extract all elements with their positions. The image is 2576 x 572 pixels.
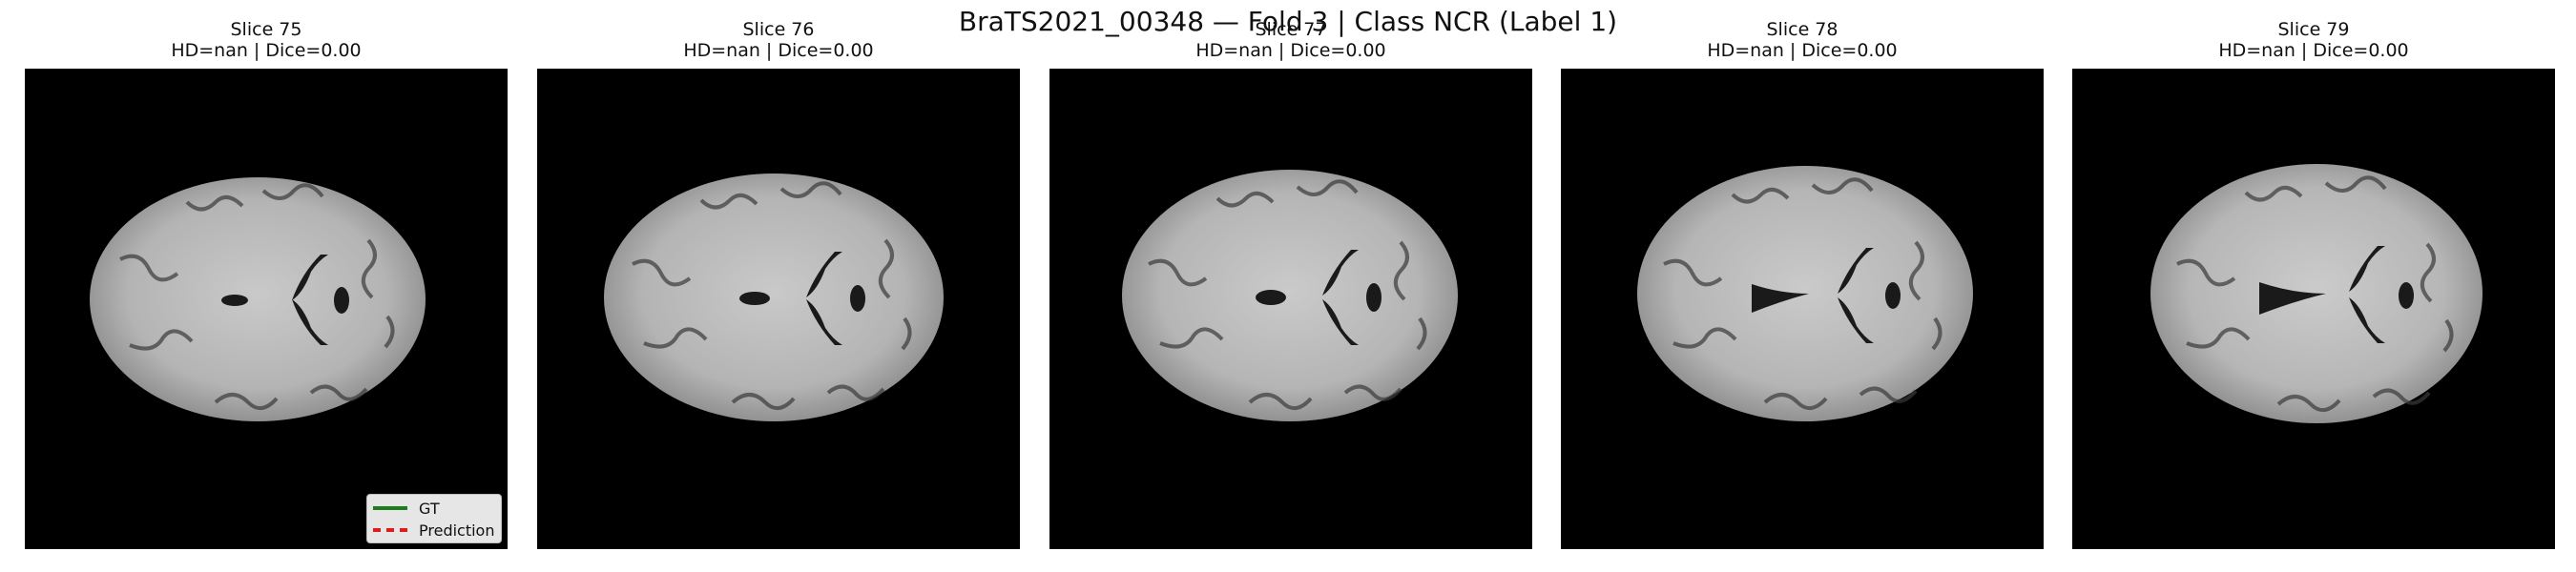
sulci xyxy=(632,181,912,410)
panel-title: Slice 78 HD=nan | Dice=0.00 xyxy=(1561,19,2044,61)
brain-tissue xyxy=(90,177,426,421)
metrics-label: HD=nan | Dice=0.00 xyxy=(683,40,874,61)
slice-label: Slice 78 xyxy=(1766,19,1839,40)
sulci xyxy=(1148,179,1427,410)
sulci xyxy=(2176,175,2454,412)
panel-title: Slice 79 HD=nan | Dice=0.00 xyxy=(2072,19,2555,61)
slice-panel: Slice 78 HD=nan | Dice=0.00 xyxy=(1561,0,2044,572)
slice-label: Slice 77 xyxy=(1255,19,1327,40)
metrics-label: HD=nan | Dice=0.00 xyxy=(1195,40,1386,61)
legend-gt: GT xyxy=(373,498,440,519)
legend-prediction-label: Prediction xyxy=(419,521,495,540)
slice-panel: Slice 77 HD=nan | Dice=0.00 xyxy=(1049,0,1532,572)
gt-line-icon xyxy=(373,506,407,510)
figure-title: BraTS2021_00348 — Fold 3 | Class NCR (La… xyxy=(958,6,1618,37)
ventricles xyxy=(2259,246,2414,343)
metrics-label: HD=nan | Dice=0.00 xyxy=(171,40,362,61)
mri-slice-image xyxy=(1049,69,1532,549)
metrics-label: HD=nan | Dice=0.00 xyxy=(2218,40,2409,61)
mri-slice-image xyxy=(537,69,1020,549)
legend: GT Prediction xyxy=(366,494,502,543)
legend-prediction: Prediction xyxy=(373,520,494,541)
slice-label: Slice 75 xyxy=(230,19,302,40)
slice-panel: Slice 76 HD=nan | Dice=0.00 xyxy=(537,0,1020,572)
brain-tissue xyxy=(1122,170,1458,421)
mri-slice-image xyxy=(1561,69,2044,549)
panel-title: Slice 75 HD=nan | Dice=0.00 xyxy=(25,19,508,61)
slice-panel: Slice 75 HD=nan | Dice=0.00 xyxy=(25,0,508,572)
metrics-label: HD=nan | Dice=0.00 xyxy=(1707,40,1898,61)
mri-slice-image: GT Prediction xyxy=(25,69,508,549)
sulci xyxy=(1663,177,1942,410)
ventricles xyxy=(739,252,865,345)
ventricles xyxy=(1752,248,1901,343)
panel-title: Slice 76 HD=nan | Dice=0.00 xyxy=(537,19,1020,61)
slice-label: Slice 79 xyxy=(2277,19,2350,40)
sulci xyxy=(119,183,395,410)
mri-slice-image xyxy=(2072,69,2555,549)
brain-tissue xyxy=(604,174,944,421)
prediction-dashed-line-icon xyxy=(373,528,407,532)
legend-gt-label: GT xyxy=(419,499,440,518)
ventricles xyxy=(221,255,349,345)
ventricles xyxy=(1256,250,1381,345)
slice-panel: Slice 79 HD=nan | Dice=0.00 xyxy=(2072,0,2555,572)
slice-label: Slice 76 xyxy=(742,19,815,40)
panel-title: Slice 77 HD=nan | Dice=0.00 xyxy=(1049,19,1532,61)
